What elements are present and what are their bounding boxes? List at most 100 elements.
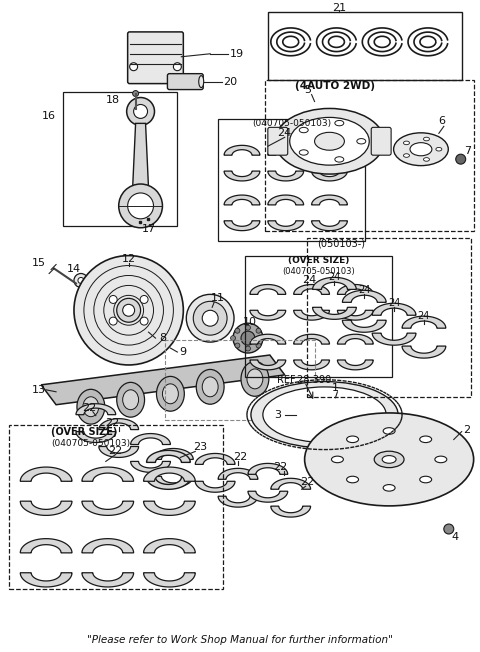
Ellipse shape [347,436,359,443]
Polygon shape [20,539,72,553]
Polygon shape [224,145,260,155]
Polygon shape [268,145,304,155]
Polygon shape [144,467,195,481]
Ellipse shape [332,456,343,463]
Circle shape [193,301,227,335]
Text: (050103-): (050103-) [318,239,366,248]
Text: 22: 22 [300,477,315,487]
Circle shape [119,184,162,228]
Ellipse shape [290,117,369,165]
Polygon shape [312,171,348,181]
Ellipse shape [263,387,386,443]
Circle shape [127,98,155,125]
Ellipse shape [196,370,224,404]
Polygon shape [271,506,311,517]
Circle shape [256,328,261,333]
Bar [245,256,392,377]
Bar [218,119,365,241]
Text: 4: 4 [451,532,458,542]
Ellipse shape [374,451,404,467]
Text: (4AUTO 2WD): (4AUTO 2WD) [295,81,375,91]
Polygon shape [337,284,373,294]
Ellipse shape [156,376,184,411]
Polygon shape [154,477,193,487]
Circle shape [444,524,454,534]
Text: (OVER SIZE): (OVER SIZE) [51,426,118,437]
Bar [307,238,471,397]
Circle shape [245,346,251,351]
Polygon shape [76,432,116,443]
Bar [166,340,314,420]
Text: 8: 8 [159,333,166,343]
Text: 22: 22 [82,403,96,413]
Text: 1: 1 [332,383,339,393]
Text: 3: 3 [274,409,281,420]
Polygon shape [312,145,348,155]
Polygon shape [312,221,348,231]
Ellipse shape [299,150,308,155]
Circle shape [128,193,154,219]
Circle shape [123,304,134,316]
Polygon shape [20,467,72,481]
Ellipse shape [347,476,359,482]
Polygon shape [337,310,373,320]
Text: 20: 20 [223,77,237,87]
Text: 22: 22 [108,447,123,456]
Polygon shape [250,310,286,320]
Text: 21: 21 [332,3,347,13]
Ellipse shape [202,377,218,397]
Polygon shape [41,355,285,405]
Circle shape [109,295,117,303]
Circle shape [245,325,251,330]
Circle shape [140,317,148,325]
Ellipse shape [404,141,409,145]
Polygon shape [294,284,329,294]
Text: (040705-050103): (040705-050103) [51,439,130,448]
Ellipse shape [394,133,448,166]
Polygon shape [250,284,286,294]
Ellipse shape [383,484,395,491]
Bar [9,424,223,589]
Text: 2: 2 [463,424,470,435]
Circle shape [173,63,181,70]
Polygon shape [224,171,260,181]
Text: 10: 10 [243,318,257,327]
Ellipse shape [335,121,344,126]
Text: 24: 24 [418,311,430,321]
Circle shape [235,343,240,348]
Ellipse shape [404,154,409,157]
Text: 17: 17 [142,224,156,234]
Text: REF.28-390: REF.28-390 [277,375,332,385]
Circle shape [78,278,84,284]
Polygon shape [132,123,148,188]
FancyBboxPatch shape [371,127,391,155]
Ellipse shape [117,382,144,417]
Polygon shape [372,333,416,345]
Ellipse shape [423,158,430,161]
Circle shape [130,63,138,70]
Ellipse shape [410,143,432,156]
Polygon shape [82,539,133,553]
Circle shape [74,256,183,365]
Ellipse shape [382,456,396,463]
Polygon shape [224,221,260,231]
Text: 24: 24 [388,299,400,308]
Polygon shape [218,468,258,479]
Polygon shape [337,334,373,344]
Polygon shape [131,462,170,472]
Text: 24: 24 [302,275,317,286]
Polygon shape [248,491,288,502]
Polygon shape [342,290,386,303]
Ellipse shape [305,413,474,506]
Polygon shape [99,419,139,430]
Text: 7: 7 [464,146,471,156]
Text: (040705-050103): (040705-050103) [282,267,355,276]
Polygon shape [82,501,133,515]
Polygon shape [20,572,72,587]
Text: 24: 24 [277,128,292,138]
Text: 6: 6 [438,117,445,126]
Text: "Please refer to Work Shop Manual for further information": "Please refer to Work Shop Manual for fu… [87,635,393,645]
Polygon shape [144,539,195,553]
Circle shape [186,294,234,342]
Polygon shape [195,481,235,492]
